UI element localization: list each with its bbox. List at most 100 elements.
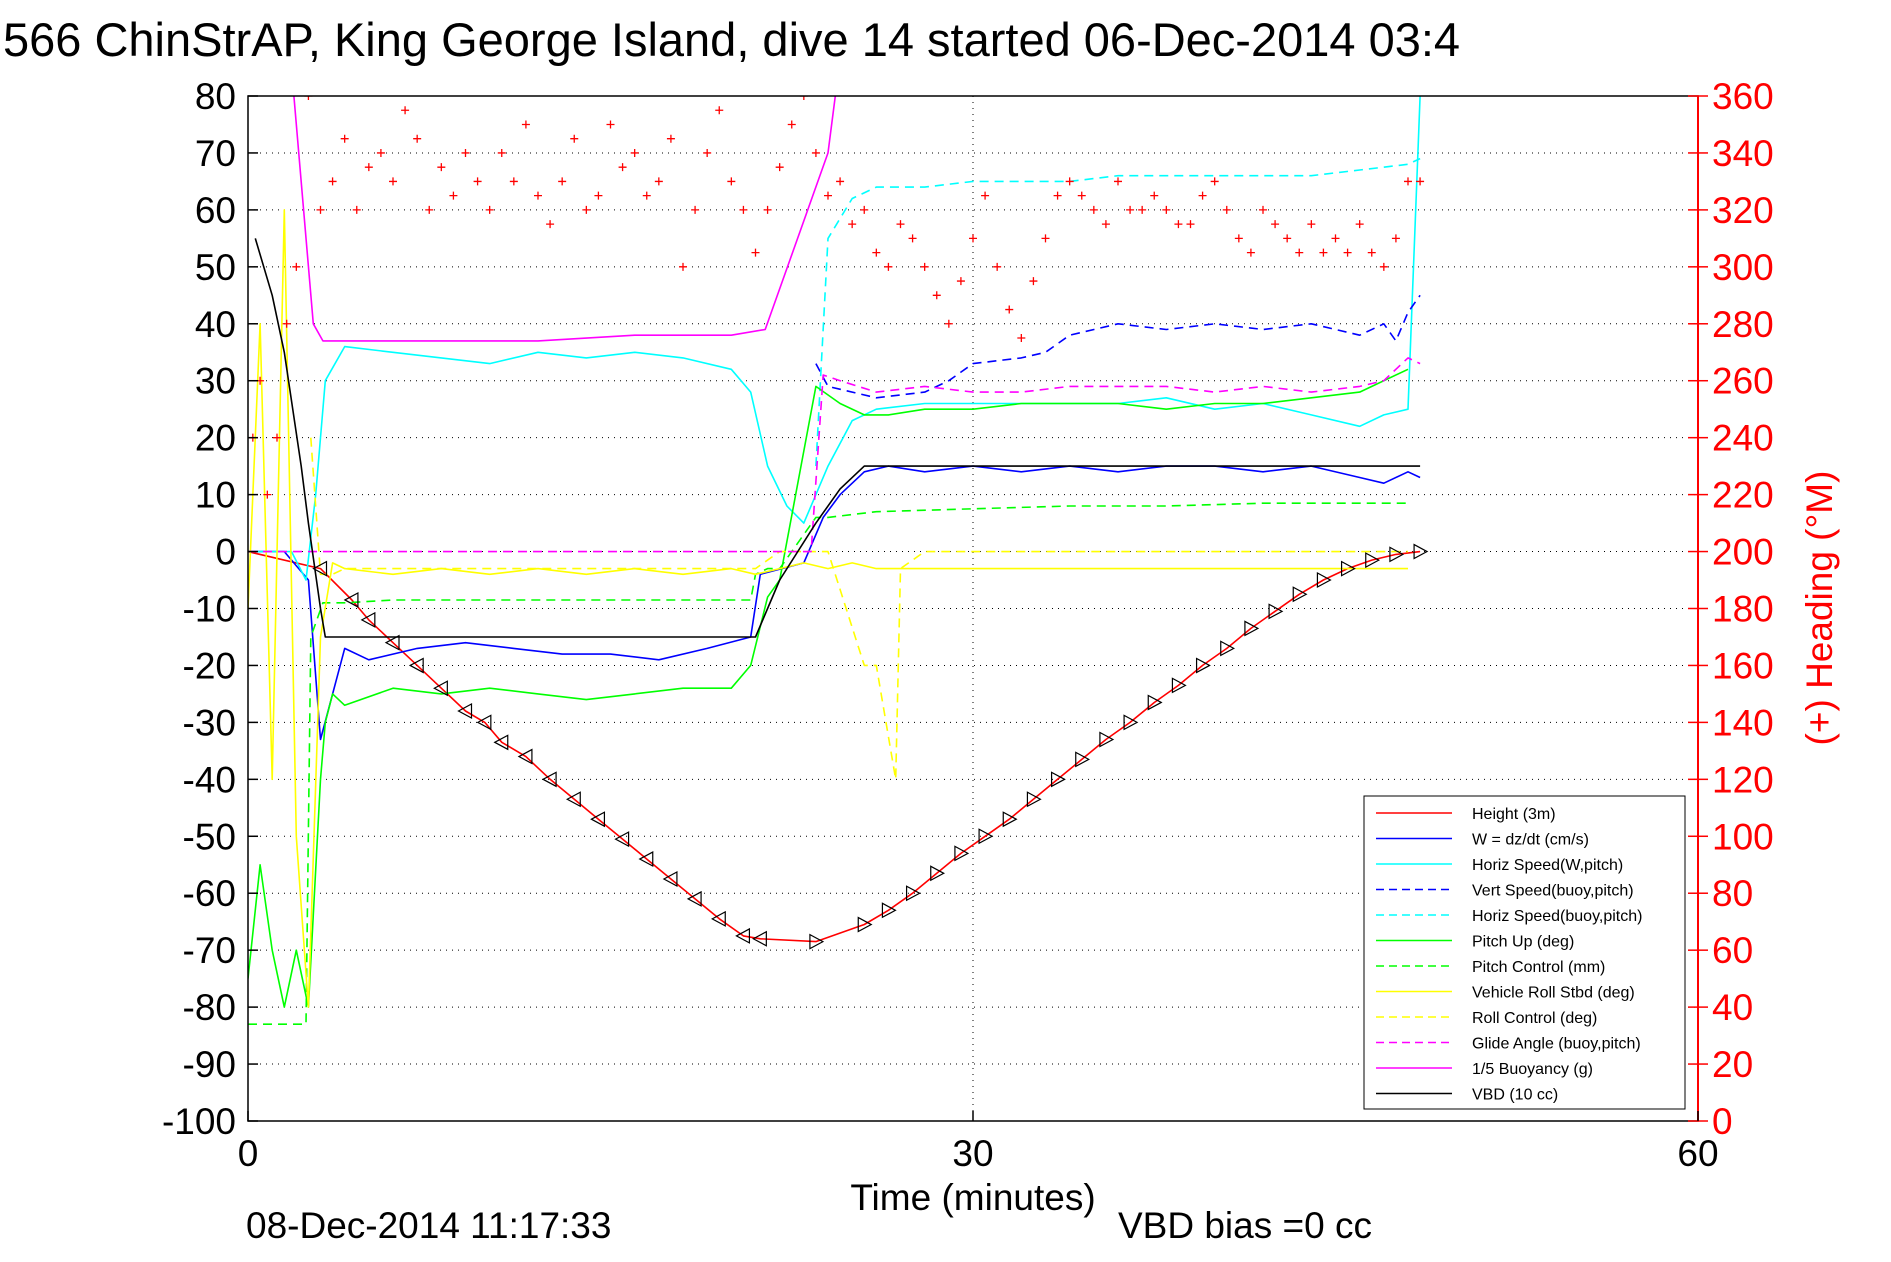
heading-point	[413, 134, 422, 143]
depth-marker	[954, 845, 970, 862]
heading-point	[679, 262, 687, 271]
heading-point	[304, 96, 313, 100]
y-tick-label: -60	[183, 873, 236, 914]
heading-point	[534, 191, 542, 200]
heading-point	[1319, 248, 1328, 257]
depth-marker	[1244, 620, 1260, 637]
heading-point	[273, 433, 281, 442]
depth-marker	[312, 560, 328, 577]
heading-point	[715, 106, 724, 115]
heading-point	[1246, 248, 1255, 257]
y-right-tick-label: 220	[1712, 475, 1774, 516]
depth-marker	[1316, 572, 1332, 589]
heading-point	[376, 148, 385, 157]
depth-marker	[978, 828, 994, 845]
heading-point	[1271, 220, 1280, 229]
y-tick-label: -100	[162, 1101, 236, 1142]
depth-marker	[735, 927, 751, 944]
right-axis-label: (+) Heading (°M)	[1799, 471, 1840, 746]
heading-point	[282, 319, 291, 328]
depth-marker	[1292, 586, 1308, 603]
heading-point	[896, 220, 905, 229]
heading-point	[449, 191, 458, 200]
legend-label: VBD (10 cc)	[1472, 1087, 1558, 1104]
heading-point	[920, 262, 929, 271]
series-line-10	[293, 96, 837, 342]
heading-point	[461, 148, 470, 157]
legend-label: 1/5 Buoyancy (g)	[1472, 1061, 1593, 1078]
y-tick-label: -70	[183, 930, 236, 971]
x-tick-label: 0	[238, 1133, 259, 1174]
chart-title: 566 ChinStrAP, King George Island, dive …	[3, 13, 1460, 66]
heading-point	[908, 234, 917, 243]
series-line-1	[248, 465, 1421, 741]
depth-marker	[1195, 657, 1211, 674]
heading-point	[1029, 277, 1038, 286]
heading-point	[606, 120, 615, 129]
footer-date: 08-Dec-2014 11:17:33	[246, 1205, 611, 1246]
depth-marker	[565, 791, 581, 808]
depth-marker	[590, 811, 606, 828]
y-right-tick-label: 0	[1712, 1101, 1733, 1142]
heading-point	[642, 191, 651, 200]
depth-marker	[1026, 791, 1042, 808]
heading-point	[1198, 191, 1207, 200]
heading-point	[497, 148, 506, 157]
y-tick-label: 80	[195, 76, 236, 117]
legend-label: Roll Control (deg)	[1472, 1010, 1597, 1027]
y-right-tick-label: 140	[1712, 702, 1774, 743]
x-tick-label: 30	[952, 1133, 993, 1174]
legend-label: Vert Speed(buoy,pitch)	[1472, 883, 1634, 900]
depth-marker	[809, 933, 825, 950]
heading-point	[558, 177, 567, 186]
heading-point	[437, 163, 446, 172]
heading-point	[263, 490, 272, 499]
depth-marker	[343, 591, 359, 608]
heading-point	[1126, 205, 1135, 214]
series-line-9	[248, 357, 1421, 553]
heading-point	[1391, 234, 1400, 243]
heading-point	[1162, 205, 1171, 214]
depth-marker	[930, 865, 946, 882]
heading-point	[1222, 205, 1231, 214]
heading-point	[1283, 234, 1292, 243]
y-tick-label: 50	[195, 247, 236, 288]
y-right-tick-label: 160	[1712, 645, 1774, 686]
depth-marker	[433, 680, 448, 697]
heading-point	[1005, 305, 1014, 314]
heading-point	[1234, 234, 1243, 243]
heading-point	[1404, 177, 1412, 186]
left-axis: 80 70 60 50 40 30 20 10 0 -10 -20 -30 -40 -50 -60 -70 -8…	[162, 76, 1698, 1142]
y-tick-label: -80	[183, 987, 236, 1028]
heading-point	[860, 205, 869, 214]
y-right-tick-label: 280	[1712, 304, 1774, 345]
depth-marker	[905, 885, 921, 902]
y-right-tick-label: 80	[1712, 873, 1753, 914]
heading-point	[1041, 234, 1050, 243]
heading-point	[521, 120, 530, 129]
depth-marker	[493, 734, 509, 751]
heading-point	[389, 177, 397, 186]
depth-marker	[1413, 543, 1429, 560]
heading-point	[763, 205, 772, 214]
y-tick-label: 0	[215, 532, 236, 573]
depth-marker	[1340, 560, 1356, 577]
heading-point	[316, 205, 325, 214]
depth-marker	[408, 657, 424, 674]
x-axis: 0 30 60	[238, 1111, 1719, 1174]
legend-label: W = dz/dt (cm/s)	[1472, 832, 1589, 849]
heading-point	[775, 163, 784, 172]
y-right-tick-label: 200	[1712, 532, 1774, 573]
heading-point	[1174, 220, 1183, 229]
heading-point	[546, 220, 555, 229]
heading-point	[1077, 191, 1086, 200]
y-right-tick-label: 40	[1712, 987, 1753, 1028]
series-line-5	[248, 368, 1409, 1008]
depth-marker	[360, 611, 376, 628]
legend-label: Horiz Speed(buoy,pitch)	[1472, 908, 1642, 925]
heading-point	[1114, 177, 1122, 186]
heading-point	[1355, 220, 1364, 229]
depth-marker	[638, 851, 654, 868]
heading-point	[1379, 262, 1388, 271]
y-right-tick-label: 300	[1712, 247, 1774, 288]
